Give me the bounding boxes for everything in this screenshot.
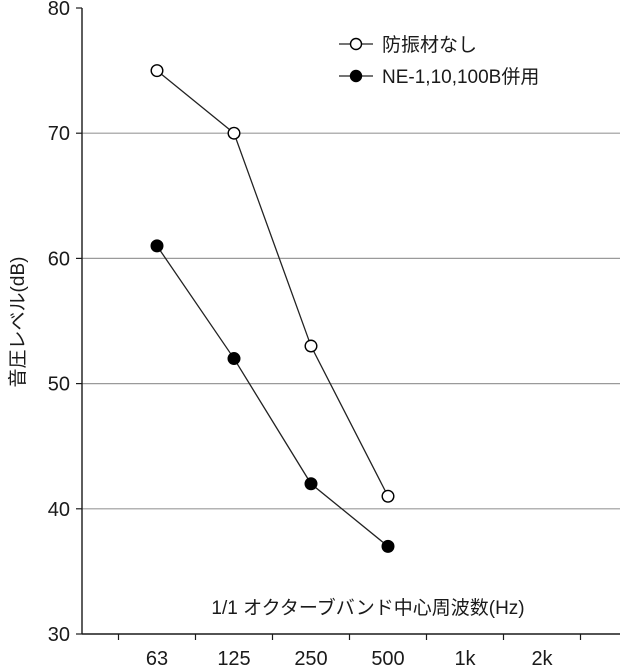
series bbox=[150, 64, 395, 553]
x-tick-label: 1k bbox=[454, 648, 476, 667]
y-axis-title: 音圧レベル(dB) bbox=[7, 257, 29, 388]
series-2-point-250 bbox=[304, 477, 318, 491]
y-tick-label: 30 bbox=[48, 624, 70, 646]
x-tick-label: 2k bbox=[531, 648, 553, 667]
y-tick-label: 50 bbox=[48, 374, 70, 396]
series-1-point-250 bbox=[304, 339, 318, 353]
y-tick-labels: 30 40 50 60 70 80 bbox=[48, 0, 70, 646]
legend-open-circle-icon bbox=[349, 37, 363, 51]
x-tick-label: 63 bbox=[146, 648, 168, 667]
series-2-point-500 bbox=[381, 539, 395, 553]
x-tick-label: 250 bbox=[294, 648, 327, 667]
y-tick-label: 60 bbox=[48, 248, 70, 270]
x-tick-label: 500 bbox=[371, 648, 404, 667]
gridlines bbox=[82, 132, 620, 510]
x-axis-title: 1/1 オクターブバンド中心周波数(Hz) bbox=[211, 596, 524, 619]
y-tick-label: 40 bbox=[48, 499, 70, 521]
series-2-point-63 bbox=[150, 239, 164, 253]
legend-item-series-2: NE-1,10,100B併用 bbox=[339, 66, 539, 88]
series-1-point-500 bbox=[381, 489, 395, 503]
legend-label-series-1: 防振材なし bbox=[382, 34, 477, 56]
series-1-line bbox=[156, 70, 389, 497]
x-tick-label: 125 bbox=[217, 648, 250, 667]
axes bbox=[76, 7, 620, 640]
legend-item-series-1: 防振材なし bbox=[339, 34, 477, 56]
x-tick-labels: 63 125 250 500 1k 2k bbox=[146, 648, 554, 667]
series-1-point-63 bbox=[150, 64, 164, 78]
y-tick-label: 70 bbox=[48, 123, 70, 145]
legend-label-series-2: NE-1,10,100B併用 bbox=[382, 66, 539, 88]
legend-filled-circle-icon bbox=[349, 69, 363, 83]
series-2-line bbox=[156, 245, 389, 547]
series-1-point-125 bbox=[227, 126, 241, 140]
y-tick-label: 80 bbox=[48, 0, 70, 20]
series-2-point-125 bbox=[227, 352, 241, 366]
legend: 防振材なし NE-1,10,100B併用 bbox=[339, 34, 539, 88]
